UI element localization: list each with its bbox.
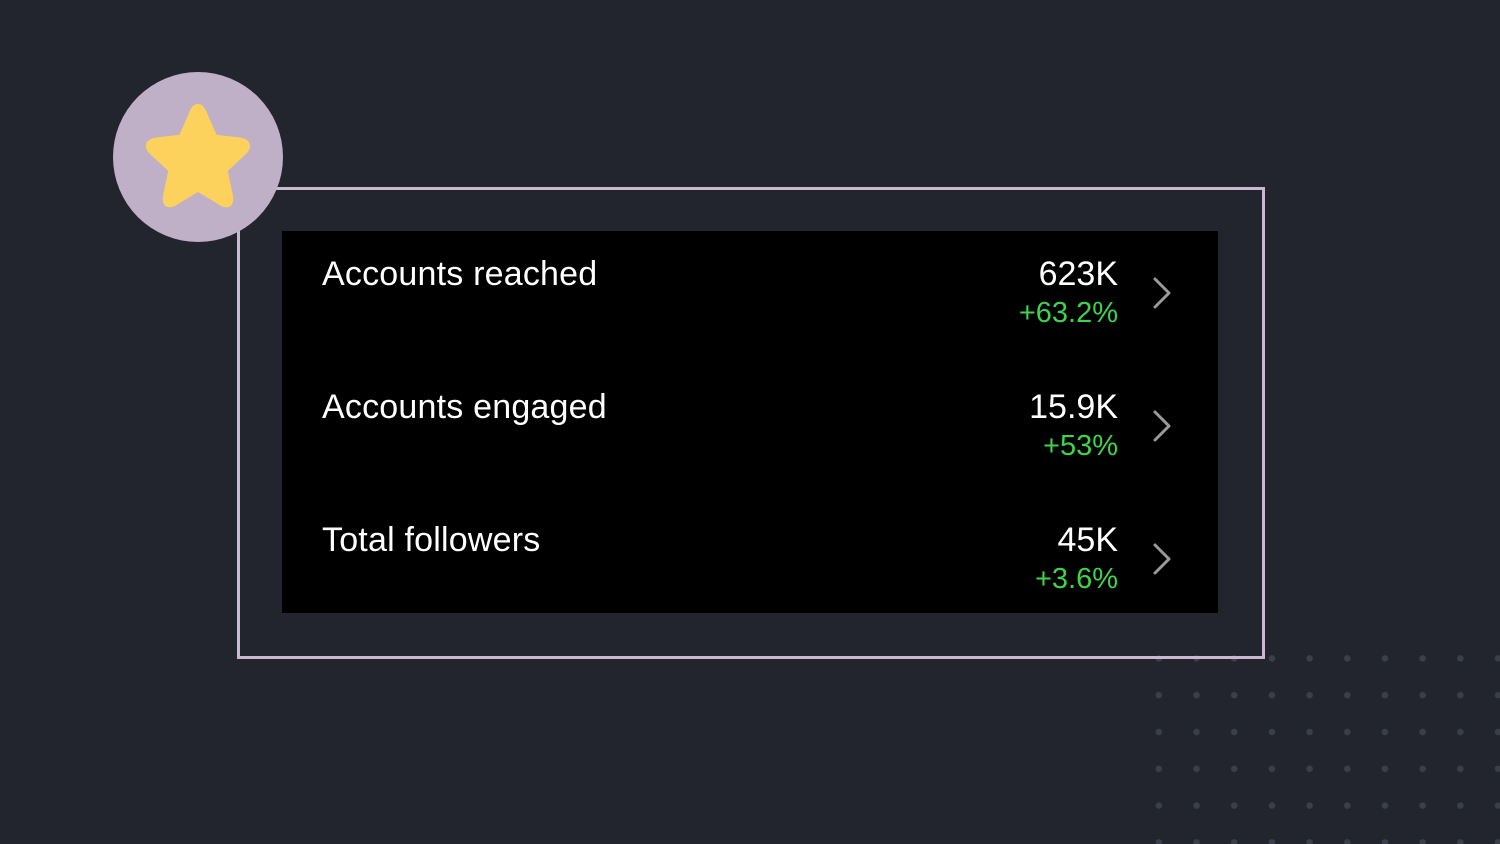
metric-row-accounts-reached[interactable]: Accounts reached 623K +63.2%: [282, 231, 1218, 364]
chevron-right-icon[interactable]: [1150, 275, 1174, 311]
star-badge: [113, 72, 283, 242]
metric-row-total-followers[interactable]: Total followers 45K +3.6%: [282, 497, 1218, 630]
metric-change: +53%: [1043, 430, 1118, 462]
metric-row-accounts-engaged[interactable]: Accounts engaged 15.9K +53%: [282, 364, 1218, 497]
metric-change: +63.2%: [1018, 297, 1118, 329]
metric-value: 45K: [1057, 521, 1119, 559]
insights-panel: Accounts reached 623K +63.2% Accounts en…: [282, 231, 1218, 613]
metric-label: Total followers: [322, 521, 541, 559]
metric-label: Accounts reached: [322, 255, 598, 293]
metric-value: 623K: [1038, 255, 1118, 293]
metric-label: Accounts engaged: [322, 388, 607, 426]
star-icon: [145, 103, 251, 208]
decorative-dot-grid: [1140, 640, 1500, 844]
metric-value: 15.9K: [1029, 388, 1118, 426]
chevron-right-icon[interactable]: [1150, 541, 1174, 577]
chevron-right-icon[interactable]: [1150, 408, 1174, 444]
highlight-frame: [237, 187, 1265, 659]
metric-change: +3.6%: [1034, 563, 1118, 595]
